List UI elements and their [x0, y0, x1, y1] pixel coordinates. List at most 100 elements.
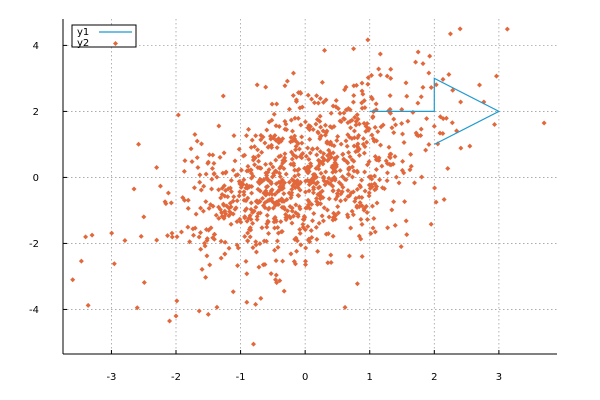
scatter-point [245, 238, 251, 244]
scatter-point [253, 242, 259, 248]
scatter-point [236, 146, 242, 152]
scatter-point [198, 141, 204, 147]
scatter-point [327, 124, 333, 130]
scatter-point [246, 126, 252, 132]
scatter-point [316, 166, 322, 172]
scatter-point [366, 159, 372, 165]
scatter-point [242, 207, 248, 213]
scatter-point [278, 138, 284, 144]
scatter-point [272, 191, 278, 197]
scatter-point [359, 88, 365, 94]
scatter-point [325, 140, 331, 146]
scatter-point [217, 154, 223, 160]
scatter-point [335, 210, 341, 216]
scatter-point [203, 171, 209, 177]
scatter-point [314, 236, 320, 242]
scatter-point [418, 126, 424, 132]
scatter-point [410, 109, 416, 115]
scatter-point [392, 222, 398, 228]
scatter-point [292, 173, 298, 179]
scatter-point [216, 123, 222, 129]
scatter-point [339, 189, 345, 195]
scatter-point [309, 201, 315, 207]
scatter-point [493, 73, 499, 79]
scatter-point [234, 242, 240, 248]
scatter-point [291, 160, 297, 166]
scatter-point [293, 98, 299, 104]
scatter-point [198, 246, 204, 252]
scatter-point [242, 152, 248, 158]
scatter-point [272, 132, 278, 138]
scatter-point [331, 124, 337, 130]
scatter-point [375, 129, 381, 135]
scatter-point [301, 217, 307, 223]
scatter-point [274, 238, 280, 244]
scatter-point [346, 253, 352, 259]
scatter-point [248, 227, 254, 233]
scatter-point [366, 193, 372, 199]
scatter-point [361, 120, 367, 126]
scatter-point [220, 201, 226, 207]
scatter-point [296, 166, 302, 172]
scatter-point [228, 177, 234, 183]
scatter-point [348, 225, 354, 231]
scatter-point [222, 251, 228, 257]
scatter-point [318, 124, 324, 130]
scatter-point [404, 232, 410, 238]
scatter-point [373, 101, 379, 107]
legend: y1 y2 [71, 24, 137, 49]
scatter-point [355, 141, 361, 147]
scatter-point [316, 220, 322, 226]
scatter-point [328, 260, 334, 266]
scatter-point [293, 179, 299, 185]
scatter-point [305, 164, 311, 170]
scatter-point [273, 258, 279, 264]
scatter-point [262, 200, 268, 206]
scatter-point [227, 185, 233, 191]
scatter-point [222, 239, 228, 245]
scatter-point [252, 162, 258, 168]
scatter-point [295, 115, 301, 121]
scatter-point [467, 143, 473, 149]
scatter-point [195, 164, 201, 170]
scatter-point [366, 174, 372, 180]
scatter-point [254, 217, 260, 223]
scatter-point [391, 130, 397, 136]
scatter-point [276, 188, 282, 194]
scatter-point [433, 199, 439, 205]
scatter-point [311, 100, 317, 106]
scatter-point [243, 258, 249, 264]
scatter-point [351, 83, 357, 89]
scatter-point [200, 208, 206, 214]
scatter-point [111, 261, 117, 267]
scatter-point [333, 98, 339, 104]
scatter-point [366, 126, 372, 132]
scatter-point [378, 142, 384, 148]
scatter-point [109, 230, 115, 236]
scatter-point [363, 128, 369, 134]
scatter-point [134, 305, 140, 311]
scatter-point [277, 278, 283, 284]
scatter-point [282, 151, 288, 157]
scatter-point [258, 295, 264, 301]
legend-box [71, 24, 137, 48]
scatter-point [372, 229, 378, 235]
scatter-point [289, 208, 295, 214]
scatter-point [258, 165, 264, 171]
scatter-point [290, 138, 296, 144]
scatter-point [350, 99, 356, 105]
scatter-point [165, 233, 171, 239]
scatter-point [319, 188, 325, 194]
scatter-point [384, 170, 390, 176]
scatter-point [197, 179, 203, 185]
scatter-point [341, 156, 347, 162]
scatter-point [233, 205, 239, 211]
scatter-point [311, 186, 317, 192]
scatter-point [433, 82, 439, 88]
scatter-point [274, 280, 280, 286]
scatter-point [340, 174, 346, 180]
scatter-point [303, 153, 309, 159]
scatter-point [284, 127, 290, 133]
scatter-point [289, 156, 295, 162]
scatter-point [279, 198, 285, 204]
